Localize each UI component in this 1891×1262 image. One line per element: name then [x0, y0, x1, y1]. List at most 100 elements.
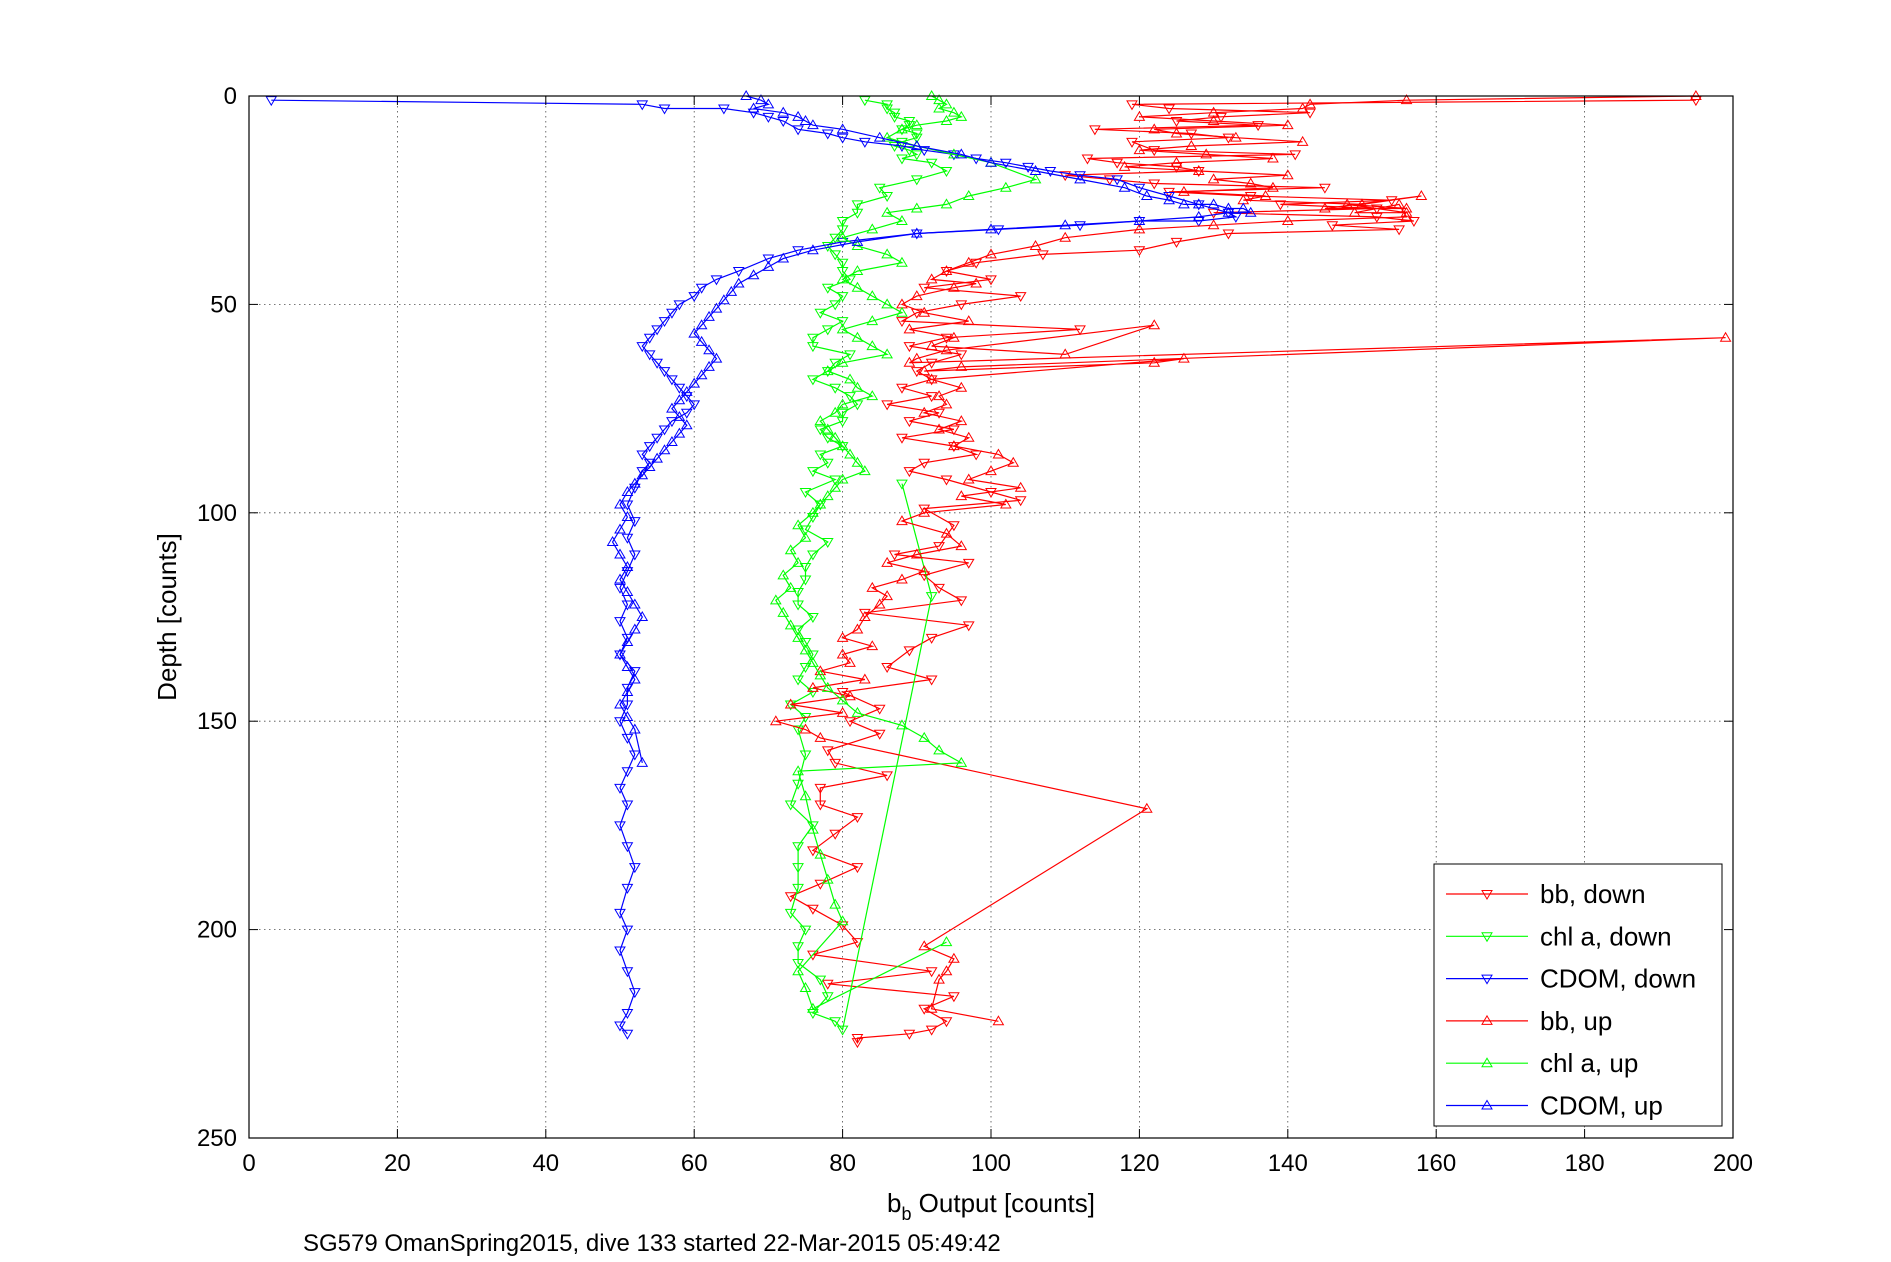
- data-point: [621, 967, 634, 978]
- data-point: [1133, 144, 1146, 155]
- data-point: [636, 756, 649, 767]
- data-point: [940, 198, 953, 209]
- data-point: [792, 883, 804, 894]
- data-point: [829, 383, 842, 394]
- data-point: [962, 190, 975, 201]
- data-point: [792, 958, 804, 969]
- series-line: [789, 99, 1696, 1043]
- data-point: [918, 306, 931, 317]
- data-point: [814, 848, 827, 859]
- data-point: [1140, 802, 1153, 813]
- data-point: [814, 669, 827, 680]
- data-point: [710, 352, 723, 363]
- data-point: [755, 94, 767, 105]
- data-point: [814, 879, 827, 890]
- data-point: [1059, 348, 1072, 359]
- data-point: [614, 498, 626, 509]
- data-point: [1192, 167, 1205, 178]
- data-point: [858, 137, 871, 148]
- data-point: [688, 292, 701, 303]
- data-point: [866, 640, 879, 651]
- data-point: [836, 688, 849, 699]
- data-point: [628, 863, 641, 874]
- data-point: [1170, 237, 1183, 248]
- data-point: [940, 527, 953, 538]
- data-point: [933, 390, 945, 401]
- data-point: [792, 779, 804, 790]
- data-point: [799, 644, 812, 655]
- data-point: [792, 110, 804, 121]
- data-point: [673, 394, 686, 405]
- data-point: [636, 450, 649, 461]
- plot-data: [265, 90, 1732, 1049]
- data-point: [658, 104, 671, 115]
- data-point: [1690, 90, 1702, 100]
- data-point: [792, 942, 804, 953]
- data-point: [1222, 206, 1235, 217]
- data-point: [829, 758, 842, 769]
- data-point: [918, 1004, 931, 1015]
- data-point: [903, 467, 916, 478]
- data-point: [777, 252, 790, 263]
- data-point: [933, 973, 945, 984]
- data-point: [1029, 173, 1042, 184]
- data-point: [1400, 210, 1413, 221]
- data-point: [881, 206, 893, 217]
- data-point: [1148, 319, 1161, 330]
- data-point: [1393, 225, 1405, 236]
- data-point: [799, 790, 812, 801]
- data-point: [784, 908, 797, 919]
- x-tick-label: 160: [1416, 1150, 1456, 1177]
- data-point: [614, 548, 626, 559]
- data-point: [1267, 152, 1279, 163]
- data-point: [673, 300, 686, 311]
- data-point: [1319, 202, 1331, 213]
- data-point: [621, 636, 634, 647]
- data-point: [1148, 123, 1161, 134]
- data-point: [940, 475, 953, 486]
- data-point: [985, 275, 997, 286]
- data-point: [866, 390, 879, 401]
- data-point: [836, 473, 849, 484]
- data-point: [621, 500, 634, 511]
- data-point: [680, 385, 693, 396]
- data-point: [792, 519, 804, 530]
- data-point: [836, 442, 849, 453]
- data-point: [918, 506, 931, 517]
- data-point: [1089, 125, 1101, 136]
- legend-box: [1433, 863, 1723, 1127]
- data-point: [1304, 98, 1316, 109]
- data-point: [925, 90, 938, 100]
- data-point: [614, 648, 626, 659]
- data-point: [628, 477, 641, 488]
- data-point: [807, 688, 819, 699]
- data-point: [666, 435, 678, 446]
- data-point: [680, 419, 693, 430]
- data-point: [799, 525, 812, 536]
- data-point: [896, 154, 908, 165]
- data-point: [703, 360, 715, 371]
- data-point: [955, 110, 968, 121]
- data-point: [844, 656, 856, 667]
- data-point: [1126, 137, 1138, 148]
- data-point: [896, 317, 908, 328]
- data-point: [792, 725, 804, 736]
- data-point: [970, 450, 983, 461]
- data-point: [896, 123, 908, 134]
- y-tick-label: 50: [210, 291, 237, 318]
- data-point: [703, 310, 715, 321]
- data-point: [955, 350, 968, 361]
- data-point: [1393, 198, 1405, 209]
- data-point: [851, 1038, 864, 1049]
- data-point: [1281, 169, 1294, 180]
- data-point: [762, 112, 775, 123]
- legend: bb, down chl a, down CDOM, down bb, up chl a…: [1433, 863, 1723, 1127]
- data-point: [777, 106, 790, 117]
- data-point: [777, 569, 790, 580]
- data-point: [1222, 229, 1235, 240]
- legend-marker: [1481, 1014, 1493, 1025]
- data-point: [896, 515, 908, 526]
- data-point: [962, 558, 975, 569]
- data-point: [636, 611, 649, 621]
- data-point: [807, 1002, 819, 1013]
